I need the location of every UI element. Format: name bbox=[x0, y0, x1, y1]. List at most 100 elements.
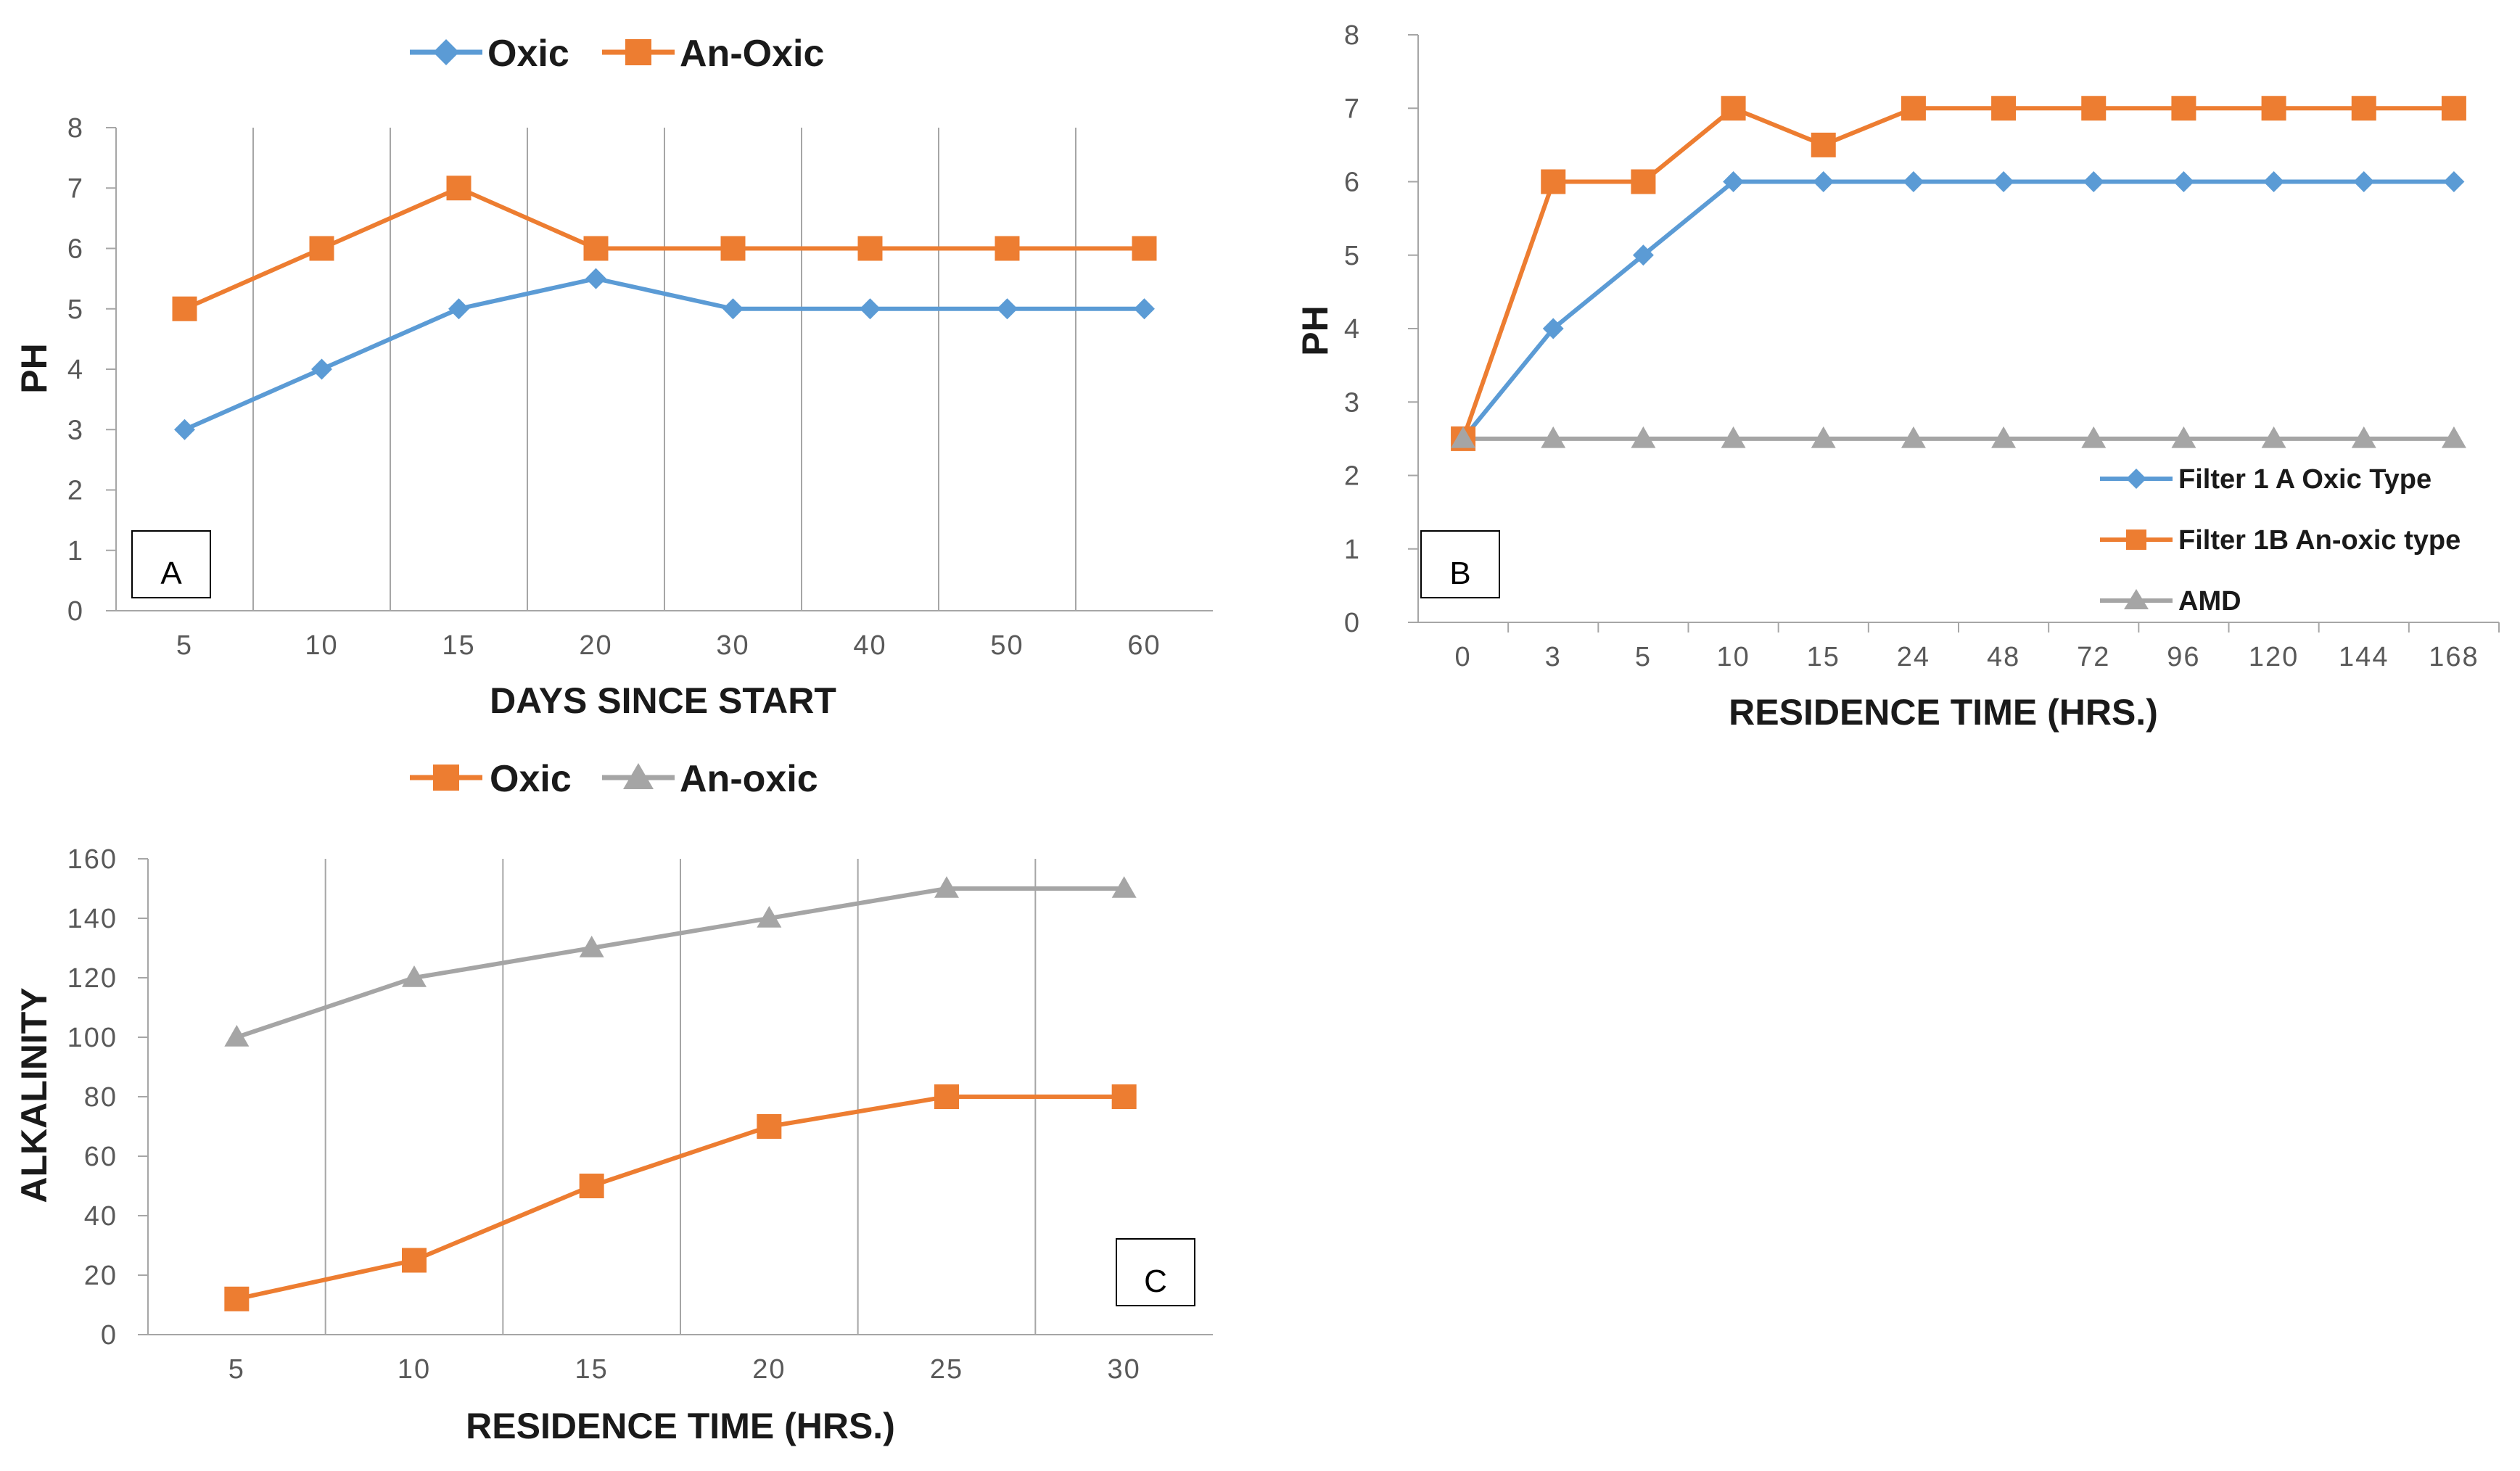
data-point-filter-1b-an-oxic-type bbox=[1631, 169, 1656, 194]
legend: Oxic An-oxic bbox=[410, 758, 818, 800]
legend-marker-an-oxic bbox=[625, 39, 651, 65]
series-line-oxic bbox=[184, 276, 1145, 432]
data-point-oxic bbox=[174, 419, 195, 440]
data-point-filter-1-a-oxic-type bbox=[1993, 171, 2014, 192]
data-point-oxic bbox=[448, 298, 469, 320]
y-tick-label: 80 bbox=[84, 1082, 118, 1113]
chart-panel-c: Oxic An-oxic 0 20 40 60 80 100 120 140 160 5 10 15 2… bbox=[14, 758, 1213, 1446]
data-point-an-oxic bbox=[402, 965, 427, 987]
legend-marker-an-oxic bbox=[623, 763, 654, 789]
x-tick-label: 3 bbox=[1545, 642, 1562, 672]
series-line-filter-1b-an-oxic-type bbox=[1461, 106, 2454, 440]
x-tick-label: 20 bbox=[579, 630, 612, 661]
chart-panel-b: 0 1 2 3 4 5 6 7 8 0 3 5 10 15 24 48 72 96 120 144 168 PH RES… bbox=[1295, 20, 2500, 733]
x-tick-label: 144 bbox=[2339, 642, 2389, 672]
legend-label-oxic: Oxic bbox=[487, 33, 569, 75]
data-point-oxic bbox=[311, 358, 332, 380]
x-tick-label: 60 bbox=[1127, 630, 1161, 661]
legend-marker-filter-1b bbox=[2126, 530, 2146, 550]
y-tick-label: 7 bbox=[67, 173, 84, 204]
legend-label-an-oxic: An-oxic bbox=[680, 758, 818, 800]
panel-label-box bbox=[1116, 1238, 1195, 1306]
x-tick-label: 25 bbox=[930, 1354, 963, 1385]
data-point-an-oxic bbox=[995, 236, 1020, 261]
plot-area: 0 1 2 3 4 5 6 7 8 5 10 15 20 30 40 50 60 bbox=[67, 113, 1213, 661]
data-point-oxic bbox=[1111, 1084, 1137, 1109]
data-point-filter-1b-an-oxic-type bbox=[2171, 96, 2196, 121]
panel-label-box bbox=[131, 530, 211, 598]
data-point-amd bbox=[1811, 426, 1836, 448]
data-point-filter-1-a-oxic-type bbox=[2443, 171, 2465, 192]
data-point-oxic bbox=[997, 298, 1018, 320]
x-tick-label: 15 bbox=[1807, 642, 1840, 672]
x-axis-title: DAYS SINCE START bbox=[490, 680, 836, 721]
x-tick-label: 30 bbox=[716, 630, 749, 661]
panel-label-box bbox=[1420, 530, 1500, 598]
data-point-filter-1-a-oxic-type bbox=[1723, 171, 1745, 192]
data-point-filter-1-a-oxic-type bbox=[2173, 171, 2194, 192]
x-tick-label: 72 bbox=[2077, 642, 2110, 672]
series-line-filter-1-a-oxic-type bbox=[1461, 179, 2454, 440]
y-axis-title: PH bbox=[14, 343, 54, 393]
data-point-amd bbox=[1541, 426, 1566, 448]
y-tick-label: 0 bbox=[67, 596, 84, 627]
legend-label-amd: AMD bbox=[2178, 586, 2241, 617]
data-point-oxic bbox=[585, 268, 606, 289]
y-tick-label: 3 bbox=[67, 415, 84, 445]
data-point-amd bbox=[2441, 426, 2466, 448]
y-axis-title: PH bbox=[1295, 305, 1335, 355]
x-tick-label: 20 bbox=[752, 1354, 786, 1385]
data-point-filter-1b-an-oxic-type bbox=[1721, 96, 1746, 121]
data-point-an-oxic bbox=[446, 176, 472, 201]
x-tick-label: 10 bbox=[305, 630, 338, 661]
y-tick-label: 20 bbox=[84, 1261, 118, 1291]
data-point-oxic bbox=[402, 1248, 427, 1273]
data-point-filter-1-a-oxic-type bbox=[2083, 171, 2104, 192]
data-point-an-oxic bbox=[172, 296, 197, 321]
x-tick-label: 5 bbox=[1635, 642, 1652, 672]
legend: Oxic An-Oxic bbox=[410, 33, 824, 75]
y-tick-label: 8 bbox=[1344, 20, 1361, 51]
data-point-amd bbox=[2081, 426, 2107, 448]
data-point-amd bbox=[2261, 426, 2286, 448]
y-tick-label: 4 bbox=[67, 355, 84, 385]
panel-label: A bbox=[160, 556, 182, 591]
y-tick-label: 0 bbox=[1344, 608, 1361, 638]
legend-marker-filter-1a bbox=[2126, 469, 2146, 489]
x-tick-label: 10 bbox=[398, 1354, 431, 1385]
y-tick-label: 4 bbox=[1344, 314, 1361, 345]
legend-label-filter-1a: Filter 1 A Oxic Type bbox=[2178, 464, 2432, 495]
x-tick-label: 48 bbox=[1987, 642, 2020, 672]
series-line-an-oxic bbox=[184, 186, 1145, 311]
legend: Filter 1 A Oxic Type Filter 1B An-oxic t… bbox=[2100, 464, 2461, 617]
data-point-filter-1-a-oxic-type bbox=[1542, 318, 1564, 339]
data-point-amd bbox=[2351, 426, 2376, 448]
y-tick-label: 40 bbox=[84, 1201, 118, 1232]
data-point-filter-1b-an-oxic-type bbox=[2351, 96, 2376, 121]
y-tick-label: 8 bbox=[67, 113, 84, 144]
legend-marker-oxic bbox=[433, 39, 459, 65]
x-tick-label: 168 bbox=[2429, 642, 2479, 672]
data-point-an-oxic bbox=[579, 936, 604, 957]
panel-label: B bbox=[1449, 556, 1470, 591]
plot-area: 0 1 2 3 4 5 6 7 8 0 3 5 10 15 24 48 72 96 120 144 168 bbox=[1344, 20, 2500, 672]
data-point-oxic bbox=[224, 1286, 250, 1311]
series-line-oxic bbox=[236, 1095, 1124, 1301]
data-point-filter-1-a-oxic-type bbox=[1632, 244, 1654, 266]
data-point-amd bbox=[1901, 426, 1926, 448]
data-point-an-oxic bbox=[1111, 876, 1137, 898]
x-tick-label: 15 bbox=[442, 630, 475, 661]
data-point-amd bbox=[2171, 426, 2196, 448]
data-point-oxic bbox=[757, 1114, 782, 1139]
y-tick-label: 6 bbox=[67, 234, 84, 265]
data-point-filter-1-a-oxic-type bbox=[1903, 171, 1924, 192]
y-tick-label: 2 bbox=[1344, 461, 1361, 492]
data-point-oxic bbox=[860, 298, 881, 320]
x-tick-label: 30 bbox=[1108, 1354, 1141, 1385]
data-point-amd bbox=[1451, 426, 1476, 448]
y-tick-label: 6 bbox=[1344, 168, 1361, 198]
data-point-an-oxic bbox=[934, 876, 959, 898]
y-axis-title: ALKALINITY bbox=[14, 987, 54, 1203]
legend-marker-amd bbox=[2124, 589, 2149, 609]
data-point-an-oxic bbox=[224, 1025, 250, 1047]
